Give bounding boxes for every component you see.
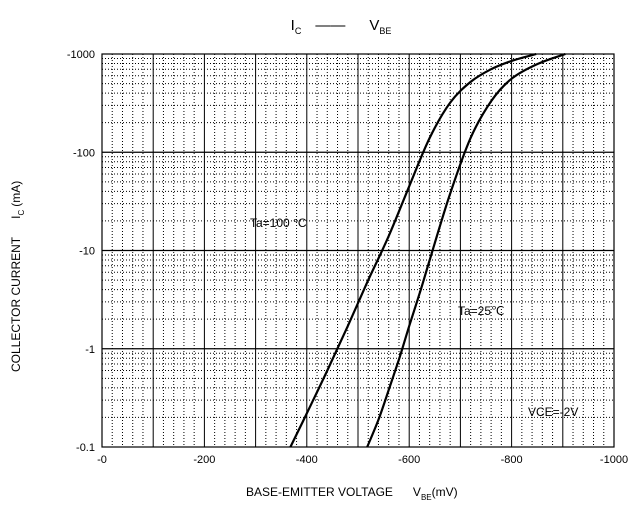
series-line-ta25 [366,52,566,448]
tick-labels: -0 -200 -400 -600 -800 -1000 -1000 -100 -10 -1 -0.… [67,49,628,466]
y-axis-subscript: C [17,210,26,216]
y-axis-label-text: COLLECTOR CURRENT [9,236,23,372]
x-axis-subscript: BE [421,493,432,502]
title-vbe-symbol: V [369,17,379,34]
title-ic-symbol: I [291,17,295,34]
x-tick-label: -0 [97,454,107,466]
annotation-ta25: Ta=25℃ [458,304,505,318]
grid [102,54,614,447]
title-vbe-subscript: BE [379,26,391,36]
x-axis-symbol: V [413,485,421,499]
y-tick-label: -10 [79,246,95,258]
y-tick-label: -1000 [67,49,95,61]
x-axis-label-text: BASE-EMITTER VOLTAGE [246,485,393,499]
plot-frame [101,53,615,448]
annotation-vce: VCE=-2V [528,405,578,419]
x-axis-unit: (mV) [432,485,458,499]
x-tick-label: -1000 [600,454,628,466]
x-tick-label: -200 [193,454,215,466]
title-ic-subscript: C [295,26,302,36]
x-tick-label: -800 [501,454,523,466]
series-line-ta100 [289,52,537,448]
y-tick-label: -0.1 [76,442,95,454]
y-axis-label: COLLECTOR CURRENT IC (mA) [9,181,26,372]
y-axis-unit: (mA) [9,181,23,207]
curves [289,52,566,448]
annotation-ta100: Ta=100 °C [250,216,307,230]
y-tick-label: -1 [85,344,95,356]
y-axis-symbol: I [9,216,23,219]
chart-title: IC —— VBE [291,17,392,36]
x-tick-label: -600 [398,454,420,466]
x-tick-label: -400 [296,454,318,466]
y-tick-label: -100 [73,147,95,159]
x-axis-label: BASE-EMITTER VOLTAGE VBE(mV) [246,485,458,502]
